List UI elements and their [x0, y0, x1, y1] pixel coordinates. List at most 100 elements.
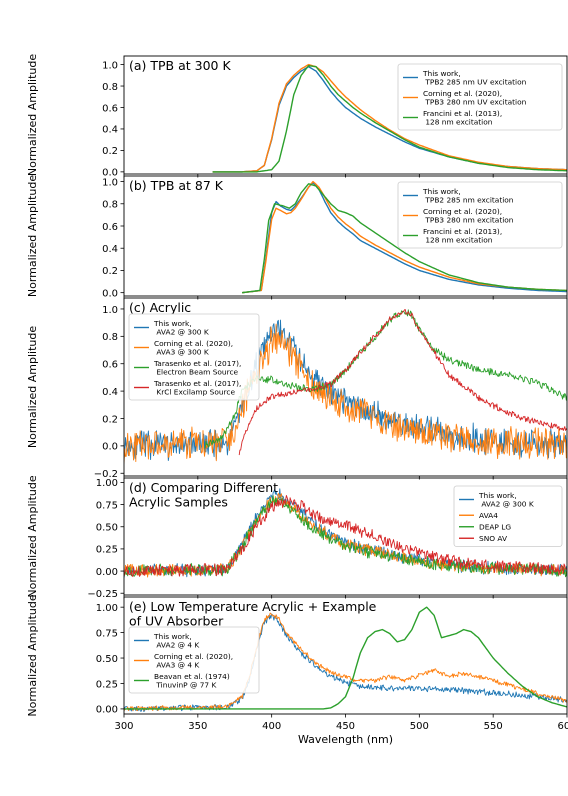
legend-entry: Francini et al. (2013), 128 nm excitatio… — [423, 227, 502, 245]
series-line-0 — [242, 182, 567, 294]
panel-title: (e) Low Temperature Acrylic + Example of … — [129, 599, 377, 628]
legend-box — [453, 485, 563, 547]
y-tick-label: 0.8 — [102, 82, 118, 93]
series-line-0 — [124, 613, 567, 713]
legend-entry: DEAP LG — [479, 523, 511, 532]
y-tick-label: 1.0 — [102, 177, 118, 188]
legend-entry: Tarasenko et al. (2017), Electron Beam S… — [153, 359, 241, 377]
legend: This work, AVA2 @ 300 K AVA4 DEAP LG SNO AV — [453, 485, 563, 547]
x-tick-label: 500 — [410, 721, 429, 732]
x-tick-label: 300 — [114, 721, 133, 732]
series-line-3 — [238, 309, 567, 456]
panel-title: (c) Acrylic — [129, 300, 191, 315]
legend-entry: Corning et al. (2020), TPB3 280 nm excit… — [423, 207, 514, 225]
y-tick-label: 1.0 — [102, 60, 118, 71]
y-tick-label: 0.2 — [102, 266, 118, 277]
y-tick-label: 0.4 — [102, 387, 118, 398]
y-tick-label: 0.2 — [102, 414, 118, 425]
panel-1: 0.0 0.2 0.4 0.6 0.8 1.0 Normalized Amplitude (b… — [26, 175, 568, 300]
legend-entry: This work, AVA2 @ 300 K — [478, 491, 534, 509]
y-tick-label: 1.0 — [102, 305, 118, 316]
panel-4: 0.00 0.25 0.50 0.75 1.00 Normalized Amplitude… — [26, 594, 568, 718]
x-tick-label: 350 — [188, 721, 207, 732]
x-axis-label: Wavelength (nm) — [298, 733, 393, 746]
legend-box — [128, 626, 260, 694]
y-tick-label: 0.8 — [102, 200, 118, 211]
legend: This work, TPB2 285 nm excitation Corning… — [397, 181, 563, 249]
legend-box — [397, 63, 563, 131]
legend-entry: Corning et al. (2020), AVA3 @ 300 K — [154, 339, 233, 357]
panel-2: −0.2 0.0 0.2 0.4 0.6 0.8 1.0 Normalized Amplitu… — [26, 297, 568, 480]
legend: This work, AVA2 @ 300 K Corning et al. (2… — [128, 313, 260, 401]
y-tick-label: 0.0 — [102, 288, 118, 299]
y-tick-label: 0.00 — [96, 567, 118, 578]
x-axis: 300 350 400 450 500 550 600 Wavelength (nm) — [114, 721, 568, 746]
y-axis-label: Normalized Amplitude — [26, 475, 39, 597]
panel-0: 0.0 0.2 0.4 0.6 0.8 1.0 Normalized Amplitude (a… — [26, 54, 568, 179]
y-tick-label: 0.4 — [102, 244, 118, 255]
y-tick-label: 1.00 — [96, 603, 118, 614]
y-tick-label: 0.75 — [96, 628, 118, 639]
y-tick-label: −0.2 — [94, 469, 118, 480]
y-tick-label: 0.6 — [102, 103, 118, 114]
x-tick-label: 400 — [262, 721, 281, 732]
y-tick-label: 0.25 — [96, 679, 118, 690]
y-tick-label: 0.50 — [96, 523, 118, 534]
series-line-1 — [124, 323, 567, 464]
legend-entry: AVA4 — [479, 511, 498, 520]
legend: This work, AVA2 @ 4 K Corning et al. (202… — [128, 626, 260, 694]
legend-entry: Corning et al. (2020), AVA3 @ 4 K — [154, 652, 233, 670]
x-tick-label: 600 — [557, 721, 568, 732]
series-line-1 — [212, 63, 567, 173]
series-line-2 — [242, 183, 567, 294]
legend-entry: SNO AV — [479, 534, 507, 543]
plot-frame — [123, 477, 568, 596]
x-tick-label: 450 — [336, 721, 355, 732]
series-line-1 — [124, 612, 567, 712]
y-tick-label: 0.25 — [96, 545, 118, 556]
series-group — [124, 606, 567, 713]
y-axis-label: Normalized Amplitude — [26, 54, 39, 176]
legend-entry: Beavan et al. (1974) TinuvinP @ 77 K — [154, 672, 230, 690]
legend-box — [397, 181, 563, 249]
series-group — [242, 180, 567, 294]
series-line-2 — [212, 65, 567, 173]
legend-entry: Tarasenko et al. (2017), KrCl Excilamp S… — [153, 379, 241, 397]
y-tick-label: 0.2 — [102, 146, 118, 157]
series-group — [124, 488, 567, 578]
legend-entry: This work, TPB2 285 nm UV excitation — [422, 69, 527, 87]
series-group — [124, 309, 567, 464]
y-tick-label: 0.0 — [102, 442, 118, 453]
x-tick-label: 550 — [484, 721, 503, 732]
y-axis-label: Normalized Amplitude — [26, 326, 39, 448]
y-tick-label: 0.6 — [102, 360, 118, 371]
plot-frame — [123, 175, 568, 297]
plot-frame — [123, 297, 568, 477]
y-axis-label: Normalized Amplitude — [26, 175, 39, 297]
legend-box — [128, 313, 260, 401]
y-tick-label: 0.75 — [96, 500, 118, 511]
legend-entry: This work, AVA2 @ 4 K — [153, 632, 199, 650]
series-group — [212, 63, 567, 173]
legend-entry: Francini et al. (2013), 128 nm excitatio… — [423, 109, 502, 127]
series-line-3 — [124, 495, 567, 578]
legend: This work, TPB2 285 nm UV excitation Corn… — [397, 63, 563, 131]
y-tick-label: −0.25 — [87, 589, 118, 600]
y-tick-label: 0.50 — [96, 654, 118, 665]
panel-title: (a) TPB at 300 K — [129, 58, 231, 73]
legend-entry: Corning et al. (2020), TPB3 280 nm UV ex… — [423, 89, 527, 107]
y-tick-label: 0.8 — [102, 332, 118, 343]
y-tick-label: 0.00 — [96, 705, 118, 716]
plot-frame — [123, 55, 568, 175]
panel-3: −0.25 0.00 0.25 0.50 0.75 1.00 Normalized Ampl… — [26, 475, 568, 600]
legend-entry: This work, TPB2 285 nm excitation — [422, 187, 514, 205]
y-tick-label: 0.6 — [102, 222, 118, 233]
panel-title: (b) TPB at 87 K — [129, 178, 224, 193]
plot-frame — [123, 596, 568, 715]
y-tick-label: 0.0 — [102, 168, 118, 179]
series-line-2 — [124, 606, 567, 710]
panel-title: (d) Comparing Different Acrylic Samples — [129, 480, 278, 509]
y-tick-label: 1.00 — [96, 478, 118, 489]
legend-entry: This work, AVA2 @ 300 K — [153, 319, 209, 337]
